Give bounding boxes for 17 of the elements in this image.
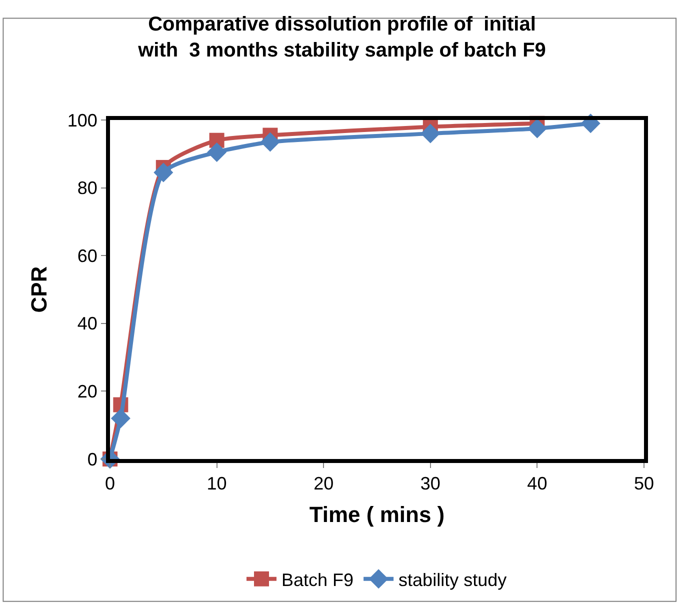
x-tick-label: 40: [527, 474, 548, 494]
y-tick-label: 100: [67, 110, 98, 130]
y-tick-label: 0: [87, 449, 98, 470]
x-tick-label: 10: [206, 474, 227, 494]
x-axis-title: Time ( mins ): [309, 502, 445, 527]
chart-title: Comparative dissolution profile of initial with 3 months stability sample of batch F9: [137, 14, 546, 62]
x-tick-label: 30: [420, 474, 440, 494]
legend-label: Batch F9: [282, 570, 354, 590]
x-tick-label: 50: [634, 474, 654, 494]
y-tick-label: 20: [77, 382, 98, 402]
y-tick-label: 60: [77, 246, 98, 266]
y-tick-label: 40: [77, 314, 98, 334]
x-tick-label: 0: [104, 474, 116, 494]
y-axis-title: CPR: [26, 266, 52, 313]
x-tick-label: 20: [314, 474, 334, 494]
y-tick-label: 80: [77, 178, 98, 198]
legend-label: stability study: [398, 570, 507, 590]
